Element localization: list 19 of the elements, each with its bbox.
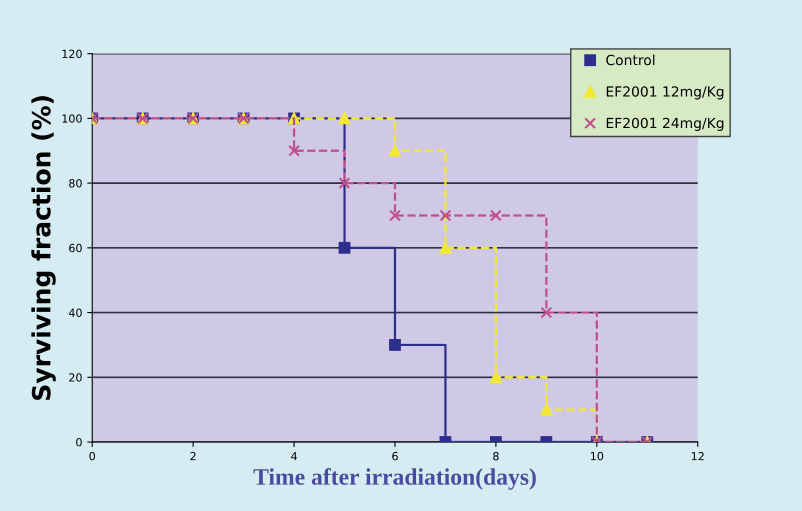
legend-label: Control <box>606 54 654 66</box>
y-tick-label: 80 <box>69 179 82 188</box>
x-tick-label: 6 <box>392 452 398 460</box>
legend-label: EF2001 12mg/Kg <box>606 86 724 100</box>
x-tick-label: 0 <box>89 452 96 460</box>
y-tick-label: 120 <box>62 50 82 58</box>
x-tick-label: 10 <box>590 452 604 460</box>
y-tick-label: 20 <box>69 373 82 382</box>
legend-label: EF2001 24mg/Kg <box>606 118 724 131</box>
x-tick-label: 2 <box>190 452 196 460</box>
x-tick-label: 8 <box>493 452 499 460</box>
x-tick-label: 12 <box>692 452 704 460</box>
y-tick-label: 0 <box>76 438 82 446</box>
y-axis-title: Syrviving fraction (%) <box>31 96 56 400</box>
x-axis-title: Time after irradiation(days) <box>253 468 536 490</box>
y-tick-label: 60 <box>69 244 82 252</box>
y-tick-label: 40 <box>68 308 82 317</box>
x-tick-label: 4 <box>291 452 297 460</box>
y-tick-label: 100 <box>62 114 82 123</box>
